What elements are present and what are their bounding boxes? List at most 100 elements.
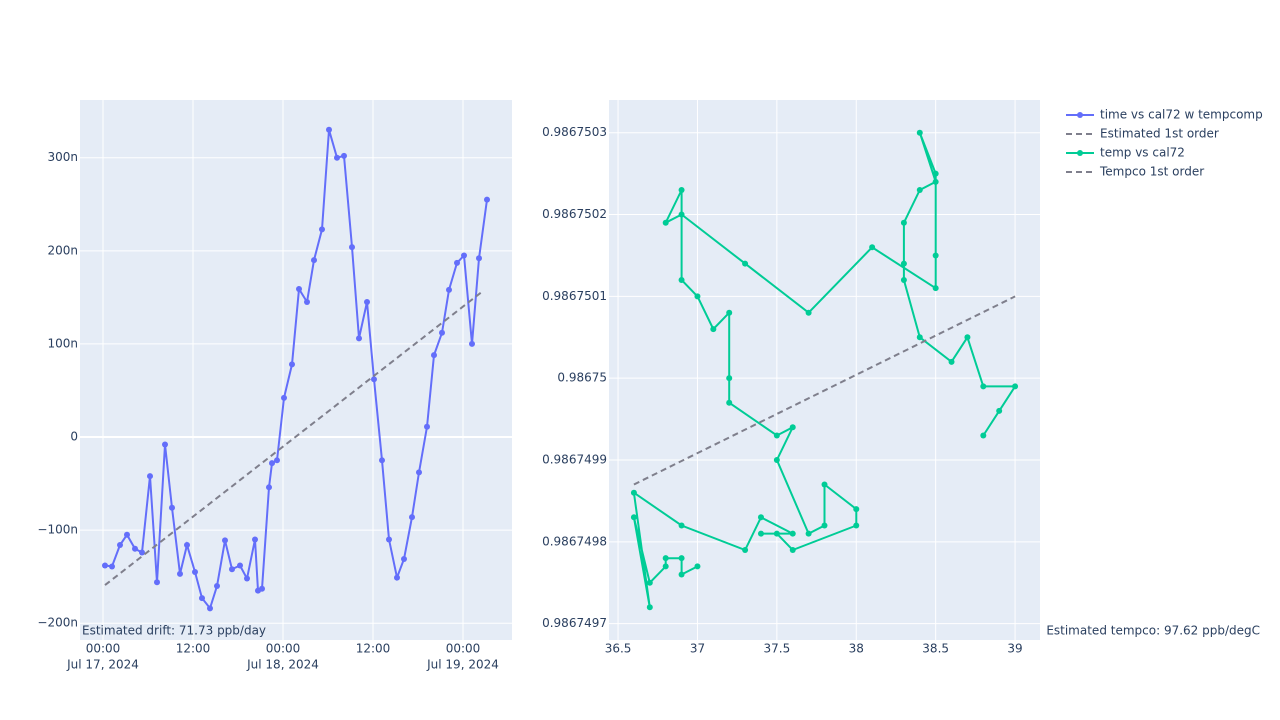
point bbox=[289, 361, 295, 368]
point bbox=[757, 530, 764, 537]
point bbox=[678, 187, 685, 193]
point bbox=[742, 260, 749, 267]
point bbox=[252, 536, 258, 543]
point bbox=[678, 522, 685, 529]
point bbox=[214, 583, 220, 589]
x-tick-label: 12:00 bbox=[176, 642, 211, 656]
point bbox=[694, 293, 701, 300]
point bbox=[980, 432, 987, 439]
point bbox=[916, 334, 923, 341]
x-tick-label: 37 bbox=[690, 642, 705, 656]
point bbox=[662, 555, 669, 562]
point bbox=[932, 178, 939, 185]
point bbox=[964, 334, 971, 341]
point bbox=[169, 504, 175, 511]
y-tick-label: 0.98675 bbox=[557, 371, 607, 385]
x-tick-label: 00:00 bbox=[446, 642, 481, 656]
series-line bbox=[633, 295, 1016, 486]
legend-marker bbox=[1077, 150, 1083, 156]
point bbox=[244, 575, 250, 582]
point bbox=[1012, 383, 1019, 390]
point bbox=[662, 219, 669, 226]
legend-label: temp vs cal72 bbox=[1100, 146, 1185, 160]
point bbox=[646, 604, 653, 611]
point bbox=[207, 605, 213, 612]
point bbox=[132, 545, 138, 552]
point bbox=[484, 196, 490, 203]
y-tick-label: 0.9867501 bbox=[542, 289, 607, 303]
point bbox=[476, 255, 482, 262]
y-tick-label: −100n bbox=[37, 523, 78, 537]
series-line bbox=[632, 132, 1017, 608]
y-tick-label: 200n bbox=[47, 243, 78, 257]
point bbox=[124, 531, 130, 538]
point bbox=[409, 514, 415, 521]
point bbox=[461, 252, 467, 259]
point bbox=[222, 537, 228, 544]
point bbox=[821, 481, 828, 488]
point bbox=[980, 383, 987, 390]
y-tick-label: 0.9867499 bbox=[542, 453, 607, 467]
y-tick-label: 0.9867497 bbox=[542, 616, 607, 630]
point bbox=[326, 126, 332, 133]
x-tick-label: 39 bbox=[1007, 642, 1022, 656]
point bbox=[371, 376, 377, 383]
point bbox=[694, 563, 701, 570]
point bbox=[281, 394, 287, 401]
point bbox=[192, 569, 198, 576]
point bbox=[726, 399, 733, 406]
point bbox=[900, 277, 907, 283]
point bbox=[932, 170, 939, 177]
point bbox=[916, 129, 923, 136]
point bbox=[853, 522, 860, 529]
point bbox=[439, 329, 445, 336]
point bbox=[379, 457, 385, 464]
point bbox=[237, 562, 243, 569]
point bbox=[364, 299, 370, 306]
x-tick-label: Jul 18, 2024 bbox=[246, 658, 319, 672]
y-tick-label: 100n bbox=[47, 336, 78, 350]
point bbox=[773, 457, 780, 463]
point bbox=[900, 219, 907, 226]
point bbox=[304, 299, 310, 306]
point bbox=[869, 244, 876, 251]
point bbox=[948, 358, 955, 365]
point bbox=[805, 530, 812, 537]
legend-marker bbox=[1077, 112, 1083, 118]
x-tick-label: Jul 19, 2024 bbox=[426, 658, 499, 672]
point bbox=[229, 566, 235, 573]
point bbox=[334, 154, 340, 161]
point bbox=[646, 579, 653, 586]
point bbox=[821, 522, 828, 529]
point bbox=[789, 547, 796, 553]
point bbox=[269, 460, 275, 467]
point bbox=[662, 563, 669, 570]
point bbox=[311, 257, 317, 264]
point bbox=[274, 457, 280, 464]
point bbox=[932, 285, 939, 292]
point bbox=[109, 563, 115, 570]
point bbox=[932, 252, 939, 259]
point bbox=[789, 424, 796, 431]
plot-background bbox=[80, 100, 512, 640]
x-tick-label: Jul 17, 2024 bbox=[66, 658, 139, 672]
point bbox=[805, 309, 812, 316]
point bbox=[789, 530, 796, 537]
point bbox=[678, 277, 685, 283]
point bbox=[424, 423, 430, 430]
point bbox=[996, 407, 1003, 414]
point bbox=[916, 187, 923, 193]
annotation: Estimated tempco: 97.62 ppb/degC bbox=[1046, 624, 1260, 638]
point bbox=[199, 595, 205, 602]
point bbox=[678, 211, 685, 218]
x-tick-label: 00:00 bbox=[266, 642, 301, 656]
point bbox=[319, 226, 325, 233]
y-tick-label: 300n bbox=[47, 150, 78, 164]
series-line bbox=[104, 129, 488, 611]
point bbox=[469, 340, 475, 347]
point bbox=[630, 514, 637, 521]
x-tick-label: 00:00 bbox=[86, 642, 121, 656]
point bbox=[431, 352, 437, 359]
point bbox=[678, 571, 685, 578]
